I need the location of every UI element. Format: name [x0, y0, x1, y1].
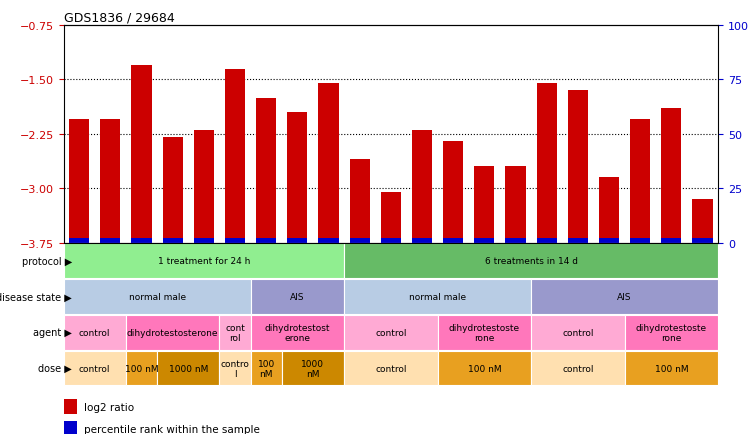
Bar: [661, 109, 681, 243]
Text: normal male: normal male: [409, 292, 466, 301]
Bar: [381, 192, 401, 243]
Bar: [443, 142, 463, 243]
FancyBboxPatch shape: [438, 351, 531, 385]
Text: 1 treatment for 24 h: 1 treatment for 24 h: [158, 256, 250, 266]
Bar: [225, 238, 245, 243]
Bar: [536, 84, 557, 243]
Bar: [256, 99, 276, 243]
Text: percentile rank within the sample: percentile rank within the sample: [84, 424, 260, 434]
Bar: [536, 238, 557, 243]
Bar: [412, 131, 432, 243]
Text: 6 treatments in 14 d: 6 treatments in 14 d: [485, 256, 577, 266]
FancyBboxPatch shape: [251, 316, 344, 350]
Text: GDS1836 / 29684: GDS1836 / 29684: [64, 12, 174, 25]
Bar: [225, 69, 245, 243]
FancyBboxPatch shape: [126, 351, 157, 385]
Text: 1000
nM: 1000 nM: [301, 358, 325, 378]
Bar: [256, 238, 276, 243]
Bar: [64, 399, 76, 414]
Text: normal male: normal male: [129, 292, 186, 301]
Bar: [474, 238, 494, 243]
FancyBboxPatch shape: [251, 351, 282, 385]
Bar: [349, 160, 370, 243]
Text: control: control: [375, 364, 407, 373]
FancyBboxPatch shape: [219, 316, 251, 350]
Bar: [506, 167, 526, 243]
FancyBboxPatch shape: [625, 351, 718, 385]
Bar: [100, 238, 120, 243]
Text: agent ▶: agent ▶: [34, 328, 73, 338]
Text: disease state ▶: disease state ▶: [0, 292, 73, 302]
Bar: [568, 91, 588, 243]
FancyBboxPatch shape: [157, 351, 219, 385]
Bar: [100, 120, 120, 243]
Bar: [69, 120, 89, 243]
FancyBboxPatch shape: [438, 316, 531, 350]
Bar: [599, 178, 619, 243]
Bar: [319, 84, 339, 243]
Text: control: control: [79, 328, 111, 337]
FancyBboxPatch shape: [251, 279, 344, 314]
FancyBboxPatch shape: [344, 351, 438, 385]
Bar: [349, 238, 370, 243]
Bar: [412, 238, 432, 243]
Text: AIS: AIS: [617, 292, 632, 301]
Text: cont
rol: cont rol: [225, 323, 245, 342]
FancyBboxPatch shape: [126, 316, 219, 350]
Bar: [319, 238, 339, 243]
Text: dose ▶: dose ▶: [38, 363, 73, 373]
FancyBboxPatch shape: [344, 316, 438, 350]
Text: protocol ▶: protocol ▶: [22, 256, 73, 266]
Bar: [132, 66, 152, 243]
FancyBboxPatch shape: [625, 316, 718, 350]
FancyBboxPatch shape: [64, 279, 251, 314]
Text: log2 ratio: log2 ratio: [84, 402, 135, 412]
Bar: [132, 238, 152, 243]
Text: control: control: [79, 364, 111, 373]
Text: 100
nM: 100 nM: [257, 358, 275, 378]
Text: dihydrotestoste
rone: dihydrotestoste rone: [636, 323, 707, 342]
FancyBboxPatch shape: [531, 316, 625, 350]
Bar: [599, 238, 619, 243]
FancyBboxPatch shape: [531, 279, 718, 314]
Bar: [693, 200, 713, 243]
Bar: [162, 138, 183, 243]
Text: 100 nM: 100 nM: [125, 364, 159, 373]
Bar: [568, 238, 588, 243]
FancyBboxPatch shape: [531, 351, 625, 385]
Text: dihydrotestost
erone: dihydrotestost erone: [265, 323, 330, 342]
FancyBboxPatch shape: [64, 316, 126, 350]
Text: AIS: AIS: [290, 292, 304, 301]
FancyBboxPatch shape: [282, 351, 344, 385]
Bar: [194, 238, 214, 243]
Text: control: control: [562, 328, 594, 337]
Bar: [69, 238, 89, 243]
FancyBboxPatch shape: [64, 244, 344, 278]
Text: control: control: [562, 364, 594, 373]
Bar: [693, 238, 713, 243]
Text: 100 nM: 100 nM: [654, 364, 688, 373]
Bar: [661, 238, 681, 243]
Bar: [474, 167, 494, 243]
Text: 1000 nM: 1000 nM: [168, 364, 208, 373]
Text: 100 nM: 100 nM: [468, 364, 501, 373]
Bar: [287, 113, 307, 243]
Bar: [194, 131, 214, 243]
Bar: [64, 421, 76, 434]
Bar: [630, 238, 650, 243]
Text: dihydrotestosterone: dihydrotestosterone: [127, 328, 218, 337]
Bar: [506, 238, 526, 243]
Bar: [381, 238, 401, 243]
Bar: [443, 238, 463, 243]
Bar: [162, 238, 183, 243]
Bar: [287, 238, 307, 243]
FancyBboxPatch shape: [64, 351, 126, 385]
Text: dihydrotestoste
rone: dihydrotestoste rone: [449, 323, 520, 342]
Text: contro
l: contro l: [221, 358, 249, 378]
FancyBboxPatch shape: [344, 279, 531, 314]
Text: control: control: [375, 328, 407, 337]
Bar: [630, 120, 650, 243]
FancyBboxPatch shape: [344, 244, 718, 278]
FancyBboxPatch shape: [219, 351, 251, 385]
